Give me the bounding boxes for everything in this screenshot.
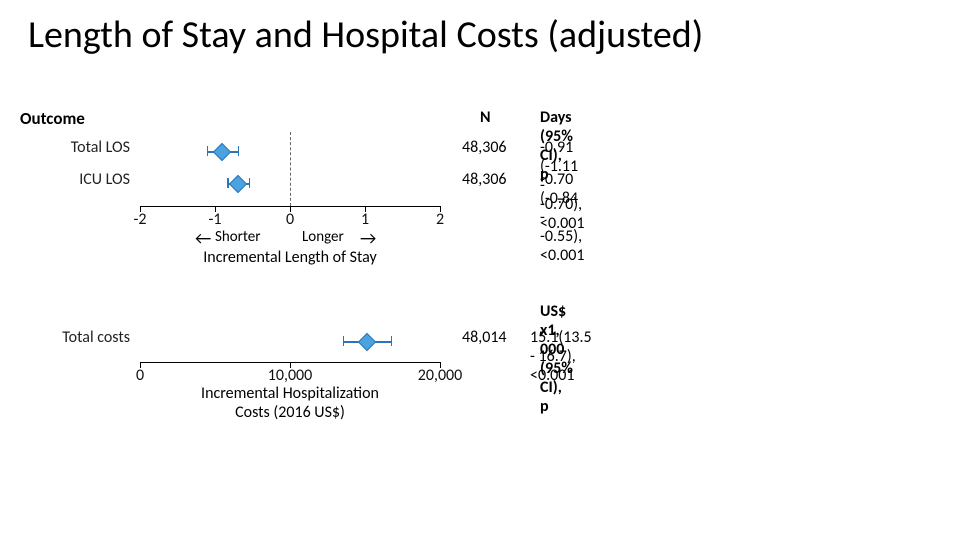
- arrow-right-icon: →: [360, 229, 376, 247]
- slide: Length of Stay and Hospital Costs (adjus…: [0, 0, 960, 540]
- axis-tick-label: -2: [133, 210, 146, 229]
- point-marker: [213, 143, 231, 161]
- dir-shorter-label: Shorter: [215, 228, 260, 246]
- axis-tick-label: 2: [436, 210, 444, 229]
- n-header: N: [480, 108, 491, 127]
- n-cell: 48,014: [462, 328, 507, 347]
- forest-row-total-los: Total LOS: [140, 142, 440, 162]
- outcome-header: Outcome: [20, 108, 85, 129]
- stat-cell: 15.1(13.5 - 16.7), <0.001: [530, 328, 592, 385]
- axis-tick-label: 0: [136, 366, 144, 385]
- n-cell: 48,306: [462, 138, 507, 157]
- forest-row-total-costs: Total costs: [140, 332, 440, 352]
- row-label: Total LOS: [20, 138, 130, 157]
- n-cell: 48,306: [462, 170, 507, 189]
- stat-cell: -0.70 (-0.84 - -0.55), <0.001: [540, 170, 584, 265]
- point-marker: [357, 333, 375, 351]
- ci-cap-lo: [207, 146, 209, 156]
- point-marker: [228, 175, 246, 193]
- page-title: Length of Stay and Hospital Costs (adjus…: [28, 12, 703, 58]
- row-label: Total costs: [20, 328, 130, 347]
- dir-longer-label: Longer: [302, 228, 344, 246]
- ci-cap-hi: [391, 336, 393, 346]
- ci-cap-hi: [238, 146, 240, 156]
- cost-axis-caption: Incremental Hospitalization Costs (2016 …: [140, 384, 440, 422]
- ci-cap-hi: [249, 178, 251, 188]
- los-axis-caption: Incremental Length of Stay: [140, 248, 440, 267]
- axis-tick-label: 0: [286, 210, 294, 229]
- axis-tick-label: 10,000: [268, 366, 313, 385]
- forest-row-icu-los: ICU LOS: [140, 174, 440, 194]
- axis-tick-label: 20,000: [418, 366, 463, 385]
- ci-cap-lo: [343, 336, 345, 346]
- arrow-left-icon: ←: [195, 229, 211, 247]
- row-label: ICU LOS: [20, 170, 130, 189]
